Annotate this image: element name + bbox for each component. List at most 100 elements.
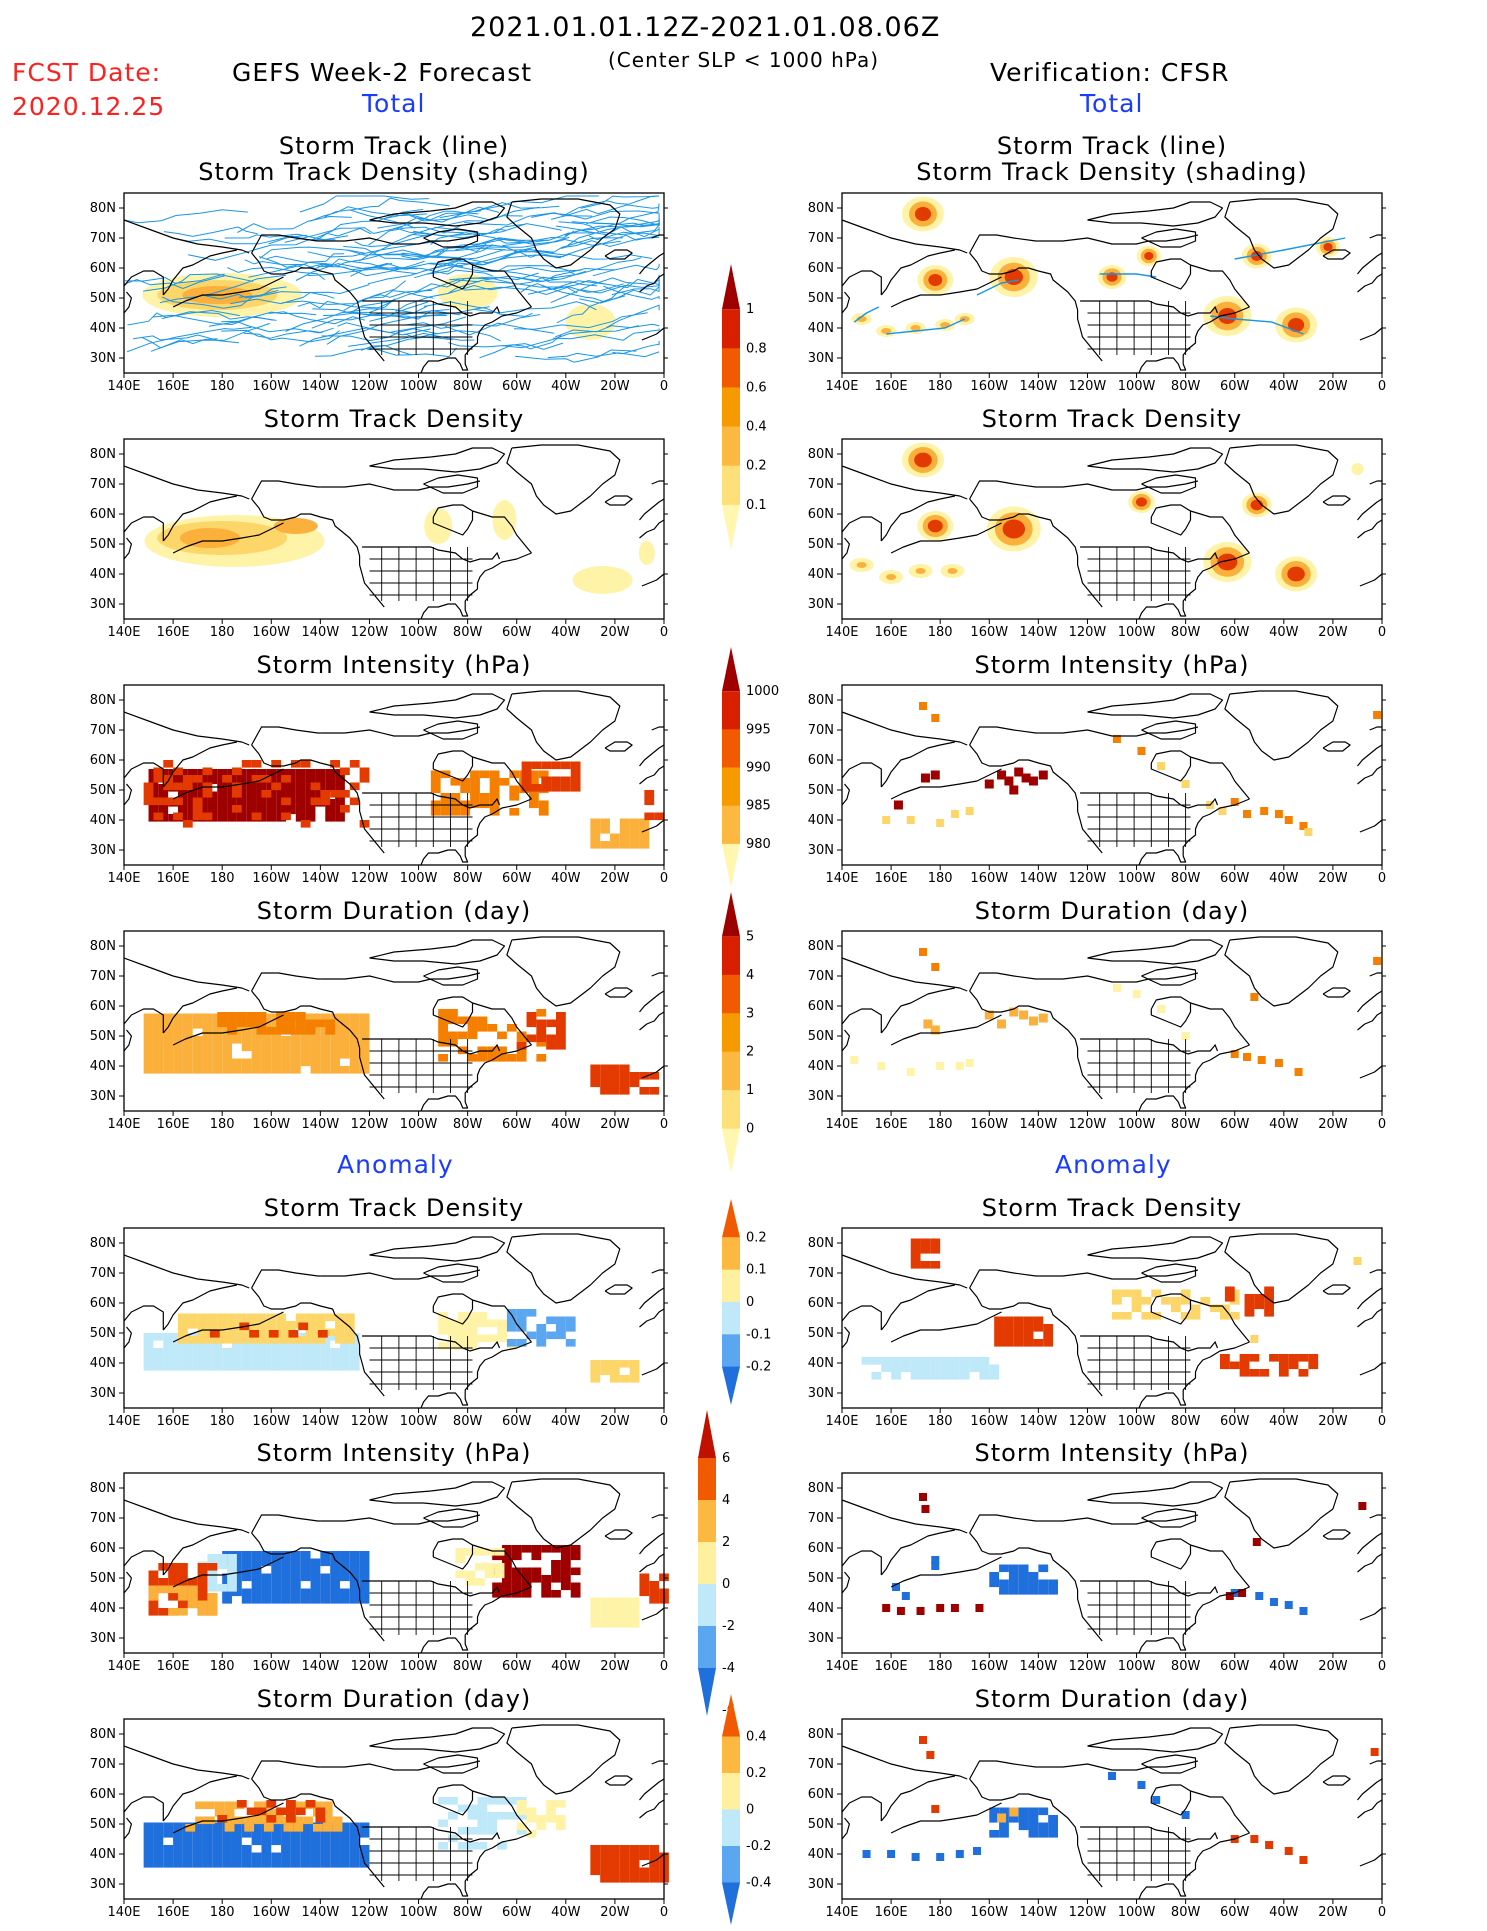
lon-tick-label: 60W <box>502 1414 532 1429</box>
colorbar-swatch <box>722 936 740 976</box>
lat-tick-label: 70N <box>808 231 834 246</box>
lon-tick-label: 60W <box>502 1659 532 1674</box>
title-duration-right: Storm Duration (day) <box>974 897 1250 925</box>
lat-tick-label: 50N <box>808 1029 834 1044</box>
lon-tick-label: 100W <box>1118 871 1156 886</box>
lat-tick-label: 80N <box>808 1236 834 1251</box>
lon-tick-label: 20W <box>600 871 630 886</box>
lon-tick-label: 40W <box>1269 1117 1299 1132</box>
lon-tick-label: 160W <box>970 1659 1008 1674</box>
lat-tick-label: 70N <box>808 1511 834 1526</box>
anomaly-label-left: Anomaly <box>337 1150 454 1179</box>
map-coastlines <box>123 444 665 620</box>
lon-tick-label: 120W <box>351 871 389 886</box>
lon-tick-label: 120W <box>351 1117 389 1132</box>
lon-tick-label: 180 <box>928 1659 953 1674</box>
lat-tick-label: 80N <box>90 1727 116 1742</box>
lat-tick-label: 40N <box>90 321 116 336</box>
lat-tick-label: 40N <box>808 1059 834 1074</box>
title-intensity-right: Storm Intensity (hPa) <box>974 651 1250 679</box>
lon-tick-label: 20W <box>600 625 630 640</box>
lon-tick-label: 180 <box>210 1117 235 1132</box>
lon-tick-label: 140E <box>825 1659 858 1674</box>
colorbar-tick-label: 0.4 <box>746 420 767 435</box>
colorbar-cap <box>722 264 740 310</box>
lon-tick-label: 40W <box>1269 1659 1299 1674</box>
lat-tick-label: 80N <box>808 1481 834 1496</box>
colorbar-swatch <box>698 1542 716 1585</box>
lat-tick-label: 50N <box>90 1326 116 1341</box>
lon-tick-label: 140E <box>107 1659 140 1674</box>
map-forecast-duration-anomaly: 80N 70N 60N 50N 40N 30N 140E 160E 180 160W 140W 120… <box>90 1718 669 1920</box>
lon-tick-label: 160W <box>252 1414 290 1429</box>
lon-tick-label: 0 <box>660 1659 668 1674</box>
lat-tick-label: 70N <box>90 723 116 738</box>
lon-tick-label: 40W <box>1269 1414 1299 1429</box>
lat-tick-label: 30N <box>90 1386 116 1401</box>
map-shading <box>882 702 1382 836</box>
lat-tick-label: 60N <box>808 1541 834 1556</box>
colorbar-swatch <box>698 1626 716 1669</box>
lat-tick-label: 60N <box>808 261 834 276</box>
lon-tick-label: 20W <box>1318 1905 1348 1920</box>
lat-tick-label: 80N <box>808 447 834 462</box>
lat-tick-label: 80N <box>808 939 834 954</box>
lat-tick-label: 40N <box>90 813 116 828</box>
colorbar-tick-label: 0.2 <box>746 1230 767 1245</box>
colorbar-swatch <box>722 387 740 428</box>
map-forecast-density-anomaly: 80N 70N 60N 50N 40N 30N 140E 160E 180 160W 140W 120… <box>90 1227 668 1429</box>
map-verify-track: 80N 70N 60N 50N 40N 30N 140E 160E 180 160W 140W 120… <box>808 192 1386 394</box>
lon-tick-label: 140W <box>1020 379 1058 394</box>
lon-tick-label: 40W <box>551 1414 581 1429</box>
colorbar-swatch <box>722 729 740 768</box>
lat-tick-label: 40N <box>90 1059 116 1074</box>
lon-tick-label: 160E <box>157 1117 190 1132</box>
map-verify-duration-anomaly: 80N 70N 60N 50N 40N 30N 140E 160E 180 160W 140W 120… <box>808 1718 1386 1920</box>
lat-tick-label: 40N <box>808 321 834 336</box>
lon-tick-label: 160W <box>970 625 1008 640</box>
map-forecast-duration: 80N 70N 60N 50N 40N 30N 140E 160E 180 160W 140W 120… <box>90 930 668 1132</box>
lat-tick-label: 30N <box>808 1089 834 1104</box>
colorbar-cap <box>722 1366 740 1405</box>
colorbar-tick-label: 0.8 <box>746 341 767 356</box>
map-coastlines <box>841 1233 1383 1409</box>
lon-tick-label: 80W <box>453 379 483 394</box>
lat-tick-label: 40N <box>808 813 834 828</box>
lat-tick-label: 70N <box>808 477 834 492</box>
lat-tick-label: 30N <box>808 1877 834 1892</box>
lon-tick-label: 160E <box>875 379 908 394</box>
lon-tick-label: 140E <box>825 871 858 886</box>
lat-tick-label: 70N <box>808 1266 834 1281</box>
lon-tick-label: 180 <box>928 379 953 394</box>
colorbar-tick-label: 5 <box>746 929 754 944</box>
colorbar-swatch <box>722 1334 740 1368</box>
title-duration-left: Storm Duration (day) <box>256 897 532 925</box>
lat-tick-label: 50N <box>90 291 116 306</box>
lon-tick-label: 160W <box>970 871 1008 886</box>
lon-tick-label: 60W <box>1220 1414 1250 1429</box>
lon-tick-label: 60W <box>502 625 532 640</box>
colorbar-swatch <box>722 1237 740 1271</box>
lon-tick-label: 100W <box>1118 1414 1156 1429</box>
lon-tick-label: 180 <box>210 379 235 394</box>
lon-tick-label: 140E <box>825 1117 858 1132</box>
lon-tick-label: 100W <box>1118 1905 1156 1920</box>
title-anom-density-left: Storm Track Density <box>263 1194 525 1222</box>
map-shading <box>862 1736 1379 1864</box>
map-coastlines <box>841 1724 1383 1900</box>
lon-tick-label: 20W <box>600 1117 630 1132</box>
map-shading <box>882 1493 1367 1615</box>
lat-tick-label: 30N <box>808 843 834 858</box>
lon-tick-label: 120W <box>1069 379 1107 394</box>
title-track-line-right: Storm Track (line) <box>996 132 1228 160</box>
lon-tick-label: 100W <box>400 1117 438 1132</box>
map-frame <box>841 930 1383 1112</box>
lat-tick-label: 70N <box>808 723 834 738</box>
lon-tick-label: 40W <box>551 1905 581 1920</box>
lon-tick-label: 160E <box>157 871 190 886</box>
lat-tick-label: 80N <box>90 693 116 708</box>
colorbar-cap <box>698 1668 716 1716</box>
title-track-density-shading-left: Storm Track Density (shading) <box>198 158 590 186</box>
colorbar-swatch <box>722 767 740 807</box>
lon-tick-label: 80W <box>453 1659 483 1674</box>
